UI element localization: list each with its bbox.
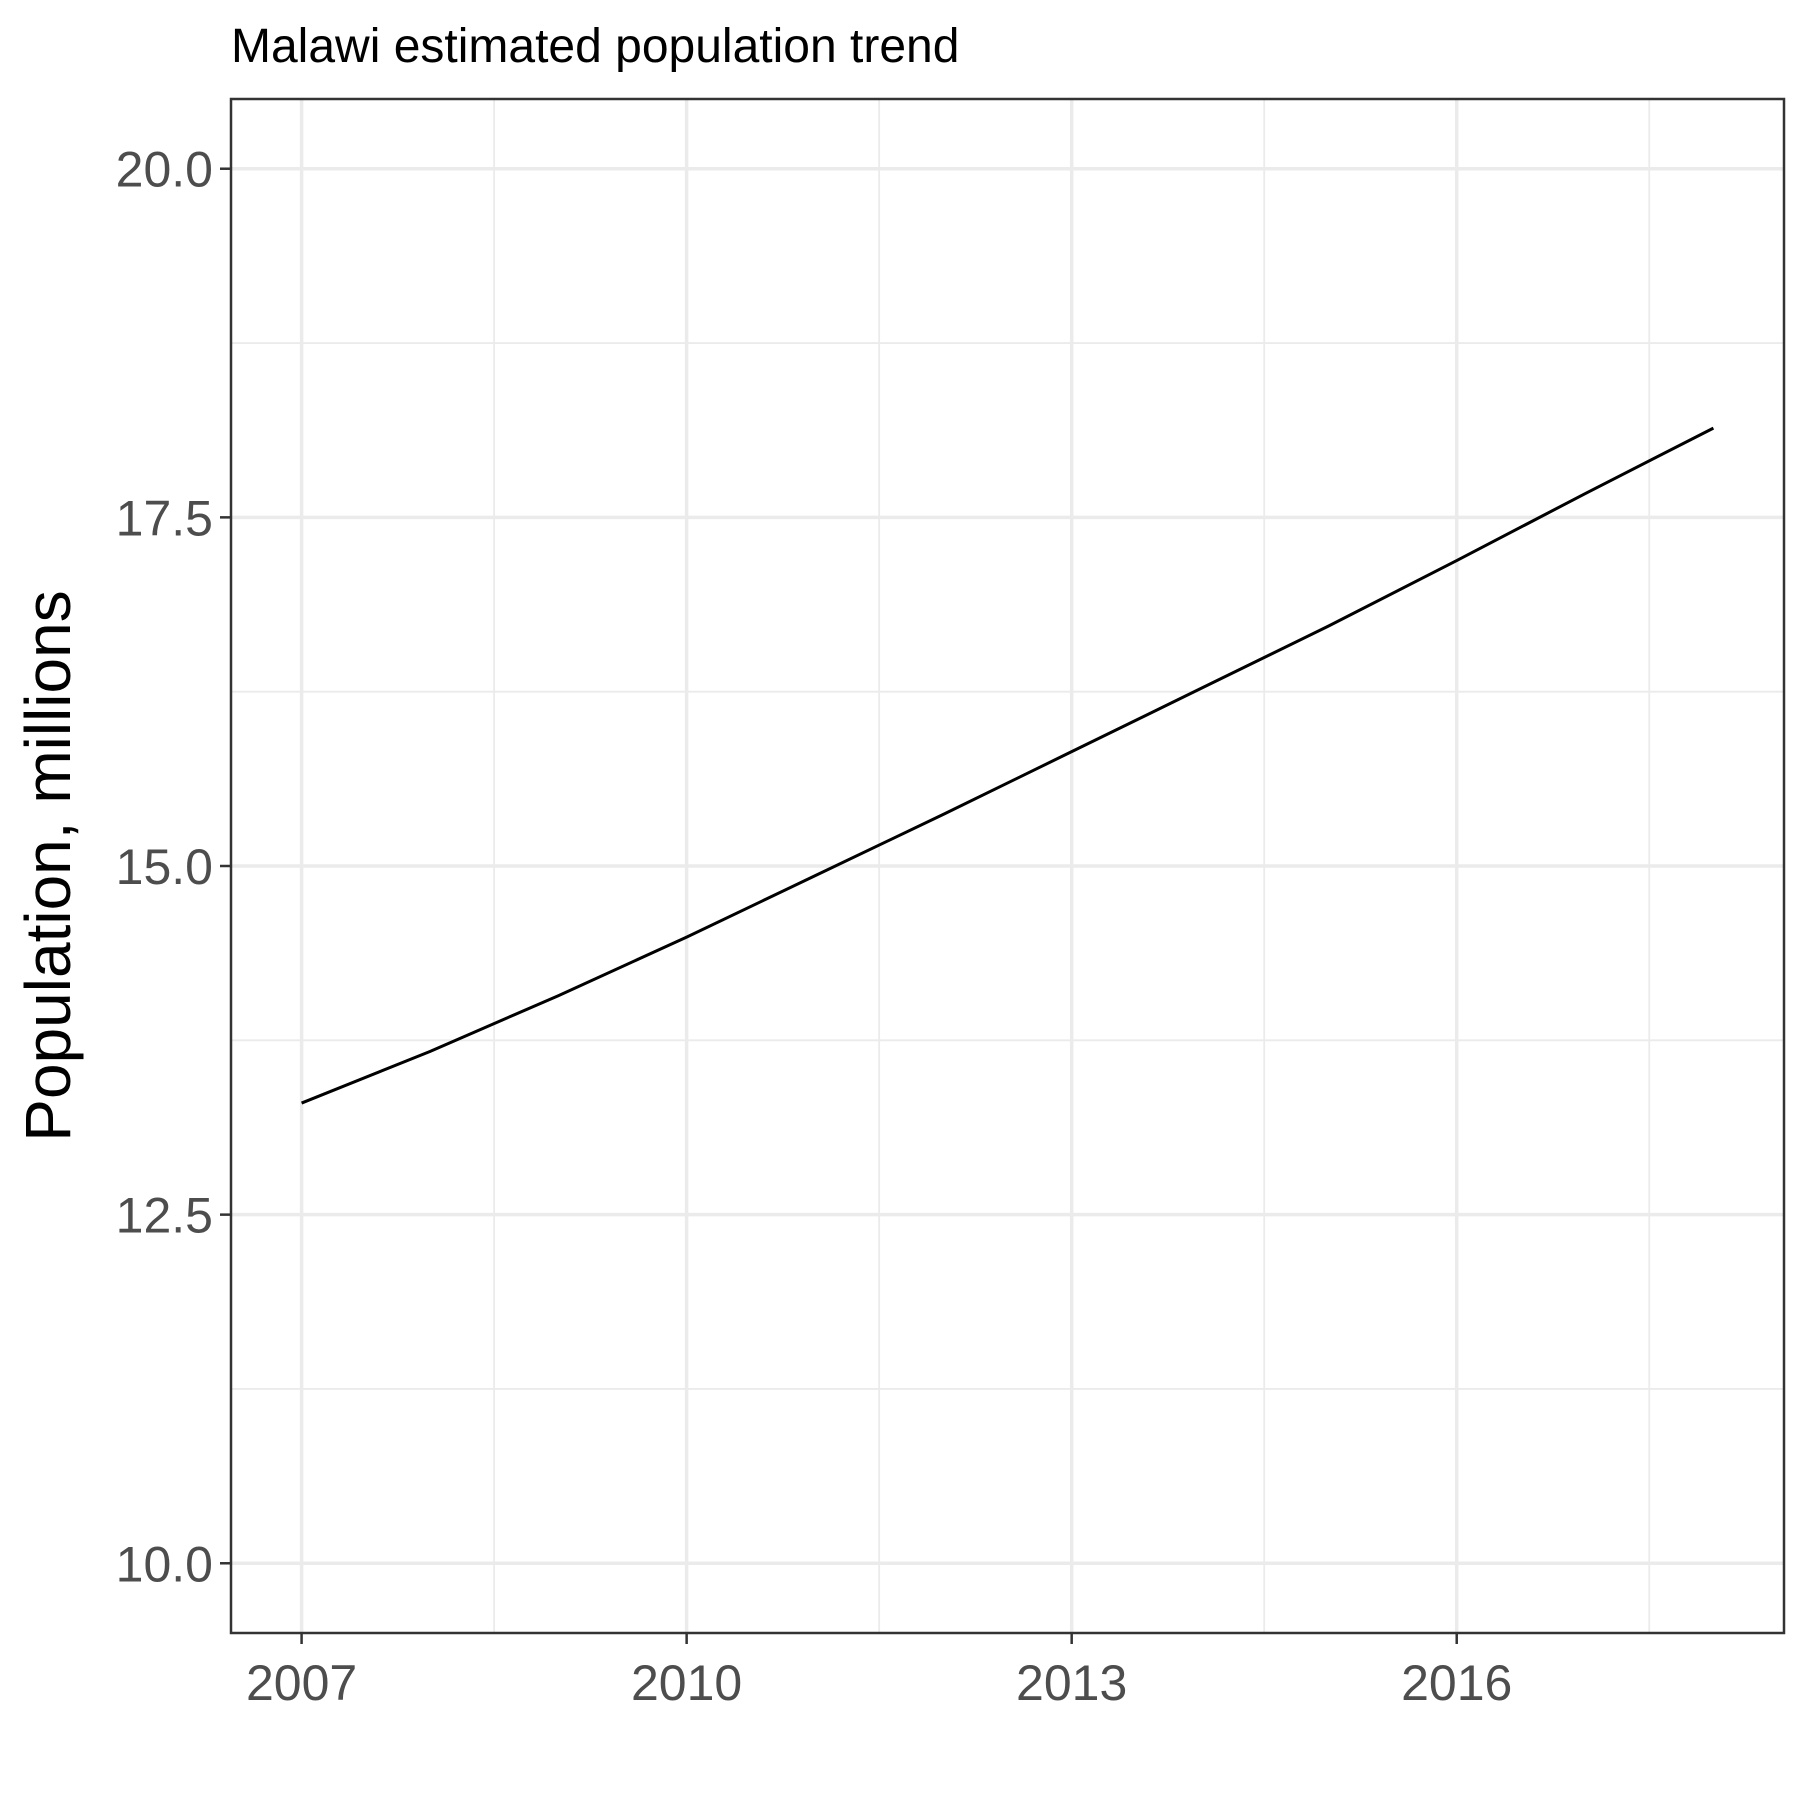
y-tick-label: 17.5 <box>116 490 213 546</box>
series-layer <box>301 426 1715 1105</box>
x-axis: 2007 2010 2013 2016 <box>246 1633 1512 1711</box>
y-tick-label: 12.5 <box>116 1188 213 1244</box>
chart-title: Malawi estimated population trend <box>231 20 959 73</box>
x-tick-label: 2007 <box>246 1655 357 1711</box>
y-axis: 10.0 12.5 15.0 17.5 20.0 <box>116 142 231 1592</box>
x-tick-label: 2010 <box>631 1655 742 1711</box>
major-gridlines <box>231 99 1784 1633</box>
x-tick-label: 2013 <box>1016 1655 1127 1711</box>
y-tick-label: 10.0 <box>116 1536 213 1592</box>
y-axis-title: Population, millions <box>12 590 84 1141</box>
x-tick-label: 2016 <box>1401 1655 1512 1711</box>
y-tick-label: 20.0 <box>116 142 213 198</box>
series-line <box>301 426 1715 1105</box>
y-tick-label: 15.0 <box>116 839 213 895</box>
